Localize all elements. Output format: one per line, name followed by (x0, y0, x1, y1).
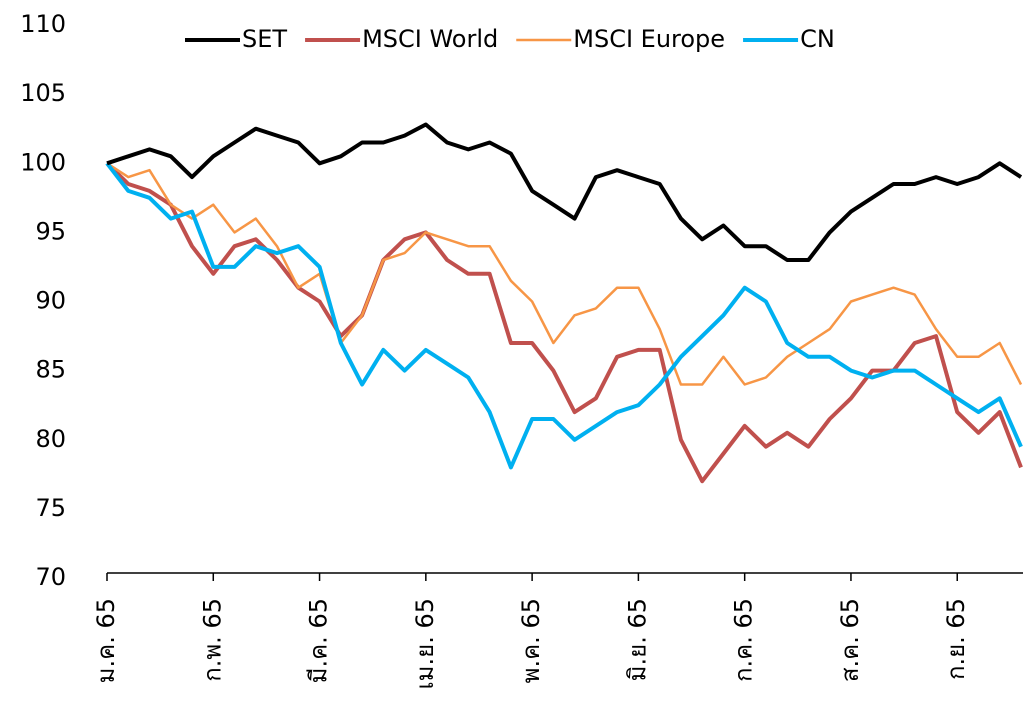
x-tick-label: ก.ค. 65 (730, 598, 758, 682)
x-tick-label: มี.ค. 65 (305, 598, 333, 683)
x-tick-label: ส.ค. 65 (836, 598, 864, 682)
y-tick-label: 80 (35, 425, 66, 453)
legend-label: CN (800, 25, 835, 53)
x-tick-label: ม.ค. 65 (92, 598, 120, 683)
x-tick-label: ก.พ. 65 (198, 598, 226, 682)
y-tick-label: 90 (35, 287, 66, 315)
series-line (106, 122, 1023, 262)
y-tick-label: 105 (20, 79, 66, 107)
y-tick-label: 70 (35, 563, 66, 591)
x-tick-label: พ.ค. 65 (517, 598, 545, 683)
y-tick-label: 95 (35, 217, 66, 245)
x-tick-label: ก.ย. 65 (942, 598, 970, 680)
y-tick-label: 110 (20, 10, 66, 38)
y-tick-label: 85 (35, 356, 66, 384)
legend-label: MSCI World (362, 25, 498, 53)
x-tick-label: เม.ย. 65 (411, 598, 439, 690)
series-line (105, 162, 1023, 470)
y-tick-label: 100 (20, 148, 66, 176)
legend-label: SET (242, 25, 287, 53)
legend-label: MSCI Europe (573, 25, 725, 53)
series-line (106, 162, 1023, 386)
y-tick-label: 75 (35, 494, 66, 522)
x-tick-label: มิ.ย. 65 (623, 598, 651, 681)
